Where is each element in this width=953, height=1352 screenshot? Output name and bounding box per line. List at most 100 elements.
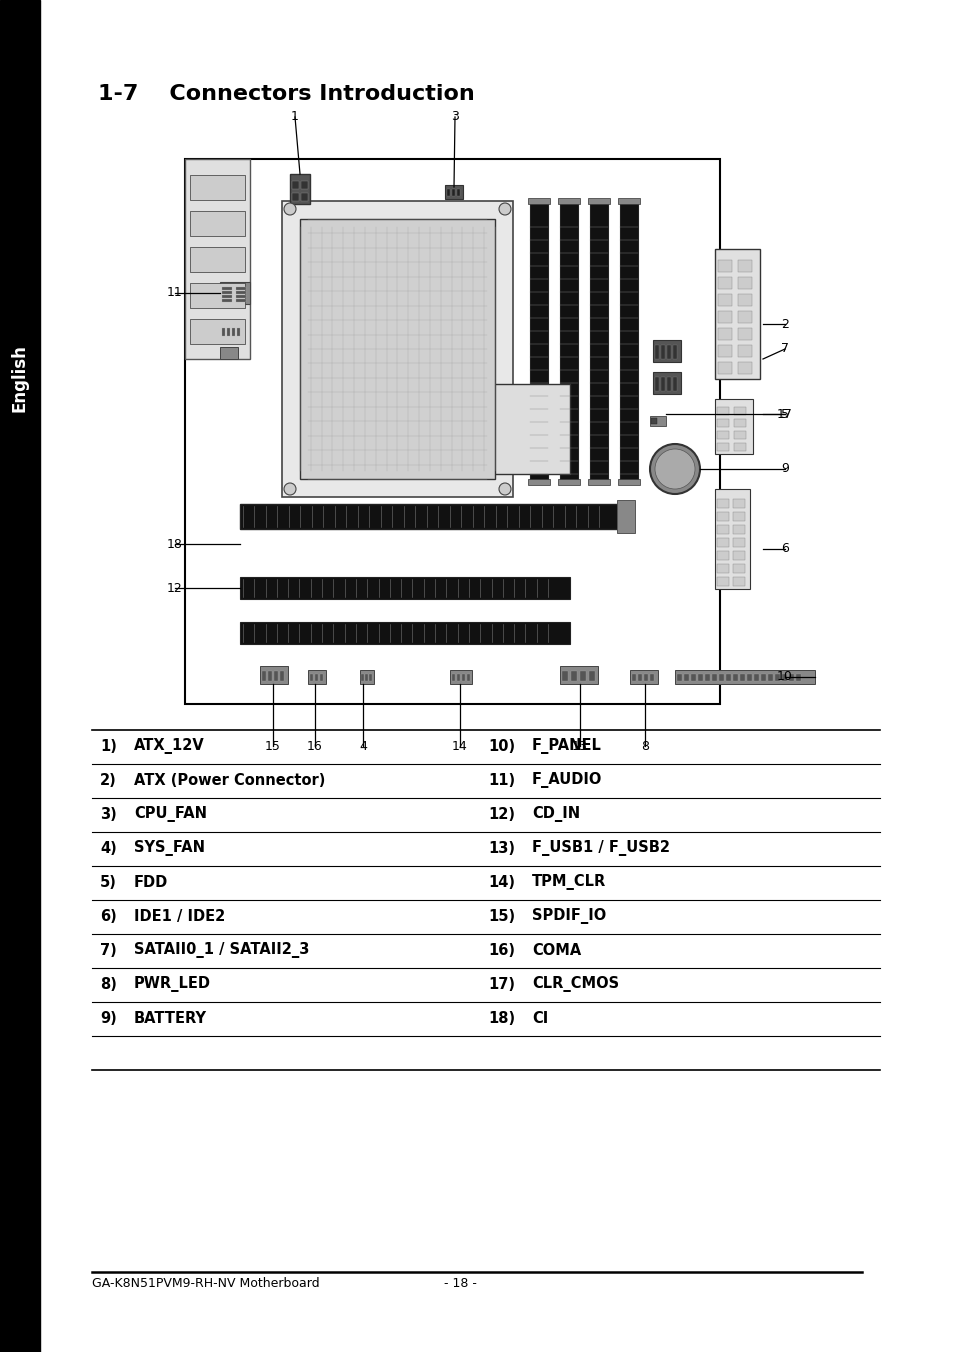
Bar (717, 419, 728, 427)
Text: 1: 1 (291, 111, 298, 123)
Bar (718, 329, 731, 339)
Text: 6): 6) (100, 909, 116, 923)
Bar (629, 671, 658, 684)
Bar (185, 160, 250, 360)
Bar (767, 675, 772, 681)
Circle shape (498, 483, 511, 495)
Bar (677, 675, 681, 681)
Bar (714, 399, 752, 454)
Bar (558, 197, 579, 204)
Text: 13: 13 (572, 740, 587, 753)
Bar (714, 249, 760, 379)
Text: GA-K8N51PVM9-RH-NV Motherboard: GA-K8N51PVM9-RH-NV Motherboard (91, 1278, 319, 1290)
Bar (579, 671, 585, 681)
Bar (672, 345, 677, 360)
Text: 7: 7 (781, 342, 788, 356)
Bar (240, 577, 569, 599)
Bar (690, 675, 696, 681)
Text: 4: 4 (358, 740, 367, 753)
Bar (456, 189, 459, 196)
Bar (375, 399, 450, 475)
Bar (282, 201, 513, 498)
Bar (561, 671, 567, 681)
Bar (698, 675, 702, 681)
Text: 14): 14) (488, 875, 515, 890)
Bar (308, 671, 326, 684)
Bar (631, 675, 636, 681)
Bar (461, 675, 464, 681)
Bar (774, 675, 780, 681)
Bar (530, 204, 547, 479)
Bar (732, 552, 744, 560)
Text: BATTERY: BATTERY (133, 1011, 207, 1026)
Text: 6: 6 (781, 542, 788, 556)
Bar (190, 174, 245, 200)
Bar (301, 193, 308, 201)
Bar (190, 283, 245, 308)
Bar (718, 260, 731, 272)
Bar (617, 500, 635, 533)
Text: 16): 16) (488, 942, 515, 957)
Bar (262, 671, 266, 681)
Bar (339, 381, 419, 458)
Bar (299, 219, 495, 479)
Bar (788, 675, 793, 681)
Bar (733, 431, 745, 439)
Bar (527, 197, 550, 204)
Bar (235, 299, 246, 301)
Bar (359, 671, 374, 684)
Circle shape (498, 203, 511, 215)
Bar (733, 407, 745, 415)
Text: 15: 15 (265, 740, 280, 753)
Bar (760, 675, 765, 681)
Bar (467, 675, 470, 681)
Text: 2: 2 (781, 318, 788, 330)
Text: 1): 1) (100, 738, 117, 754)
Bar (717, 564, 728, 573)
Circle shape (284, 203, 295, 215)
Bar (190, 319, 245, 343)
Bar (717, 552, 728, 560)
Bar (732, 512, 744, 521)
Bar (559, 667, 598, 684)
Bar (222, 291, 232, 293)
Bar (235, 291, 246, 293)
Text: 3: 3 (451, 111, 458, 123)
Text: 3): 3) (100, 807, 116, 822)
Bar (479, 384, 569, 475)
Bar (733, 443, 745, 452)
Text: 18: 18 (167, 538, 183, 550)
Text: CD_IN: CD_IN (532, 806, 579, 822)
Bar (717, 443, 728, 452)
Bar (719, 675, 723, 681)
Bar (527, 479, 550, 485)
Bar (683, 675, 688, 681)
Bar (732, 525, 744, 534)
Bar (444, 185, 462, 199)
Text: FDD: FDD (133, 875, 168, 890)
Bar (220, 324, 242, 339)
Bar (559, 204, 578, 479)
Bar (725, 675, 730, 681)
Bar (717, 407, 728, 415)
Text: F_USB1 / F_USB2: F_USB1 / F_USB2 (532, 841, 669, 856)
Text: 9: 9 (781, 462, 788, 476)
Bar (190, 247, 245, 272)
Text: 12): 12) (488, 807, 515, 822)
Bar (240, 504, 619, 529)
Bar (738, 293, 751, 306)
Text: 9): 9) (100, 1011, 116, 1026)
Bar (222, 295, 232, 297)
Text: 5: 5 (781, 407, 788, 420)
Bar (717, 431, 728, 439)
Bar (649, 675, 654, 681)
Bar (732, 564, 744, 573)
Bar (652, 372, 680, 393)
Bar (675, 671, 814, 684)
Text: 1-7    Connectors Introduction: 1-7 Connectors Introduction (98, 84, 475, 104)
Text: F_AUDIO: F_AUDIO (532, 772, 601, 788)
Bar (660, 377, 664, 391)
Text: 17): 17) (488, 976, 515, 992)
Bar (718, 362, 731, 375)
Text: 4): 4) (100, 841, 116, 856)
